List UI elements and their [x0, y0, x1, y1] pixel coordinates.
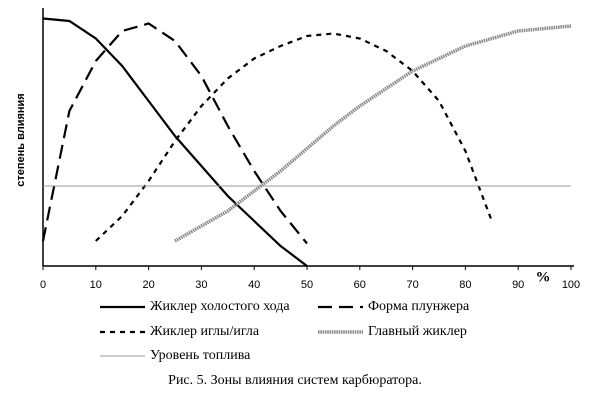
legend-label: Жиклер холостого хода [150, 299, 290, 314]
caption: Рис. 5. Зоны влияния систем карбюратора. [168, 373, 422, 388]
series-line [41, 22, 308, 245]
legend-label: Жиклер иглы/игла [150, 324, 260, 339]
x-tick-label: 40 [248, 279, 260, 291]
x-tick-label: 30 [195, 279, 207, 291]
legend-label: Главный жиклер [368, 324, 467, 339]
x-tick-label: 100 [562, 279, 580, 291]
series-line [174, 24, 572, 243]
y-axis-label: степень влияния [15, 93, 27, 186]
x-unit-label: % [536, 269, 551, 285]
x-tick-label: 90 [512, 279, 524, 291]
x-tick-label: 20 [142, 279, 154, 291]
x-tick-label: 80 [459, 279, 471, 291]
x-tick-label: 50 [301, 279, 313, 291]
x-tick-label: 70 [406, 279, 418, 291]
legend-label: Уровень топлива [150, 348, 251, 363]
series-line [95, 32, 493, 242]
x-tick-label: 10 [90, 279, 102, 291]
x-tick-label: 60 [354, 279, 366, 291]
x-tick-label: 0 [40, 279, 46, 291]
legend-label: Форма плунжера [368, 299, 470, 314]
series-line [42, 17, 308, 267]
